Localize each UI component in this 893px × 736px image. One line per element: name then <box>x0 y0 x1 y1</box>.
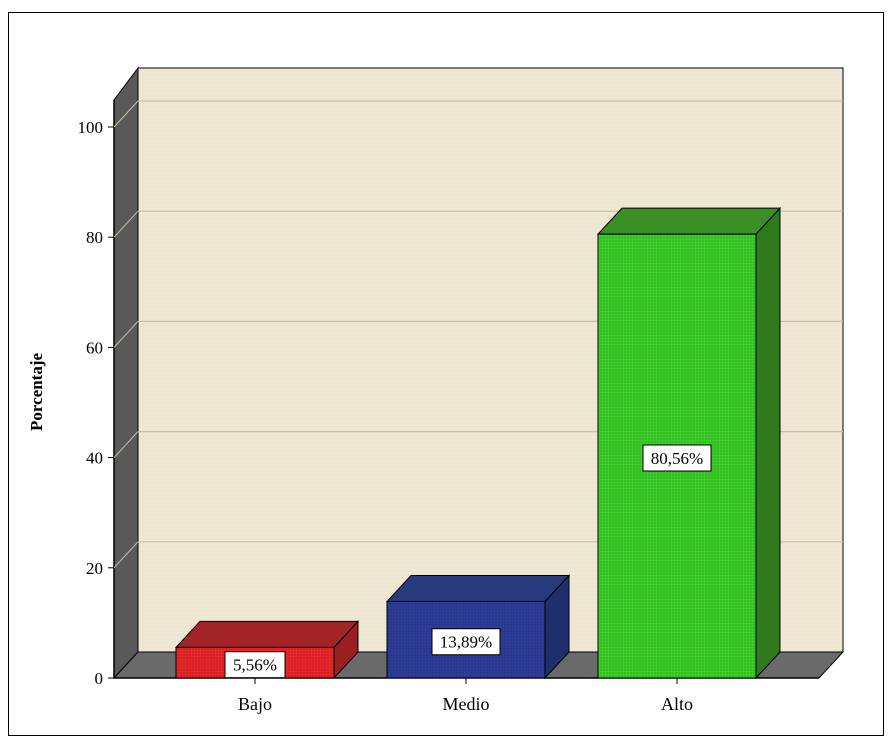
data-label-box <box>431 628 501 656</box>
left-wall <box>113 66 139 680</box>
gridline-depth <box>113 210 139 238</box>
bar-side <box>755 206 781 680</box>
bar-top <box>174 620 360 648</box>
y-tick-label: 80 <box>86 228 103 247</box>
y-tick-label: 0 <box>95 669 104 688</box>
x-tick-label: Alto <box>661 694 693 714</box>
data-label: 80,56% <box>651 449 703 468</box>
data-label-box <box>224 651 286 679</box>
gridline-depth <box>113 100 139 128</box>
data-label: 13,89% <box>440 633 492 652</box>
x-tick-label: Medio <box>443 694 490 714</box>
y-tick-label: 20 <box>86 559 103 578</box>
bar-bajo: 5,56% <box>174 620 360 680</box>
bar-alto: 80,56% <box>596 206 782 680</box>
y-tick-label: 100 <box>78 118 104 137</box>
y-tick-label: 40 <box>86 449 103 468</box>
gridline-depth <box>113 541 139 569</box>
data-label-box <box>642 444 712 472</box>
bar-top <box>596 207 782 235</box>
y-tick-label: 60 <box>86 338 103 357</box>
gridline-depth <box>113 321 139 348</box>
bar-medio: 13,89% <box>385 574 571 680</box>
data-label: 5,56% <box>233 656 277 675</box>
bar-top <box>385 574 571 602</box>
gridline-depth <box>113 431 139 458</box>
y-axis-label: Porcentaje <box>27 353 46 431</box>
x-tick-label: Bajo <box>238 694 272 714</box>
